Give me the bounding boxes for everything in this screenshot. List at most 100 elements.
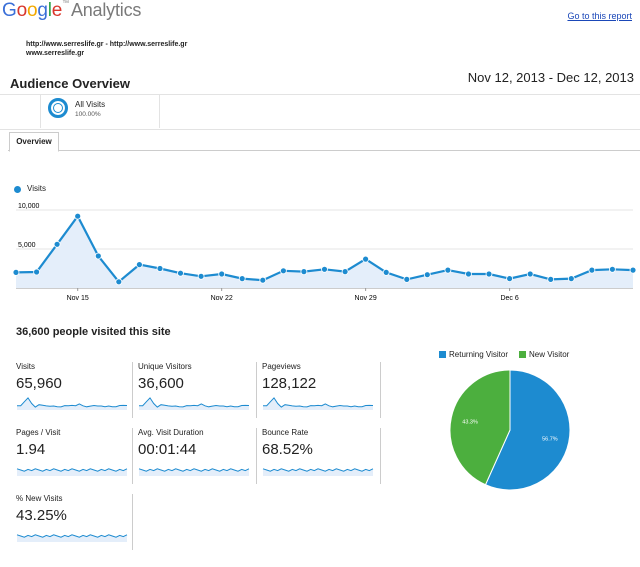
returning-legend-label: Returning Visitor [449, 350, 508, 359]
pie-slice-new[interactable] [449, 369, 511, 486]
visits-line-chart: 5,000 10,000 Nov 15 Nov 22 Nov 29 Dec 6 [12, 203, 637, 302]
metric-value: 68.52% [262, 441, 313, 458]
visits-point[interactable] [33, 268, 40, 276]
visits-point[interactable] [444, 266, 452, 274]
y-tick-label: 10,000 [18, 203, 40, 210]
visits-point[interactable] [547, 276, 555, 283]
segment-all-visits[interactable] [40, 94, 160, 128]
visits-point[interactable] [567, 275, 575, 282]
segment-percent: 100.00% [75, 111, 101, 118]
pie-slice-label: 56.7% [542, 437, 558, 443]
x-tick-label: Dec 6 [500, 295, 518, 302]
page-title: Audience Overview [10, 76, 130, 91]
visits-point[interactable] [403, 276, 411, 283]
returning-legend-swatch [439, 351, 446, 358]
visits-point[interactable] [609, 265, 616, 273]
pie-slice-label: 43.3% [462, 420, 478, 426]
visits-point[interactable] [629, 266, 637, 274]
x-tick-label: Nov 15 [67, 295, 89, 302]
metric-separator [132, 362, 133, 418]
visits-point[interactable] [300, 268, 308, 275]
visits-point[interactable] [465, 270, 472, 278]
site-url-line1: http://www.serreslife.gr - http://www.se… [26, 41, 188, 48]
date-range[interactable]: Nov 12, 2013 - Dec 12, 2013 [467, 70, 634, 85]
metric-pageviews: Pageviews 128,122 [262, 362, 376, 414]
logo-google-text: Google [2, 0, 63, 21]
pie-slice-returning[interactable] [484, 369, 571, 491]
metric-label: Unique Visitors [138, 362, 192, 371]
metric-value: 36,600 [138, 375, 184, 392]
visits-point[interactable] [423, 271, 431, 279]
visits-legend-label: Visits [27, 184, 46, 193]
visits-point[interactable] [506, 275, 514, 282]
visits-point[interactable] [53, 240, 61, 248]
visits-point[interactable] [526, 270, 534, 278]
visits-point[interactable] [74, 212, 82, 220]
segment-name: All Visits [75, 100, 106, 109]
visits-point[interactable] [218, 270, 226, 278]
segment-ring-icon [48, 98, 68, 118]
visits-point[interactable] [177, 269, 184, 277]
logo-analytics-text: Analytics [70, 0, 142, 20]
visits-point[interactable] [12, 269, 20, 276]
new-legend-label: New Visitor [529, 350, 570, 359]
metric-label: Visits [16, 362, 35, 371]
metric-label: Avg. Visit Duration [138, 428, 204, 437]
visits-point[interactable] [259, 276, 267, 284]
metric-label: Pages / Visit [16, 428, 61, 437]
metric-unique-visitors: Unique Visitors 36,600 [138, 362, 252, 414]
metric-value: 128,122 [262, 375, 317, 392]
metric-value: 00:01:44 [138, 441, 197, 458]
visitor-type-pie: 56.7% 43.3% [449, 369, 571, 491]
metric-pages-visit: Pages / Visit 1.94 [16, 428, 130, 480]
metric-separator [256, 428, 257, 484]
metric-separator [380, 362, 381, 418]
metric-avg-visit-duration: Avg. Visit Duration 00:01:44 [138, 428, 252, 480]
metric-sparkline [138, 397, 250, 410]
metric-sparkline [262, 468, 374, 476]
y-tick-label: 5,000 [18, 242, 36, 249]
visits-point[interactable] [197, 272, 205, 280]
visits-point[interactable] [156, 265, 164, 272]
visits-point[interactable] [362, 255, 370, 263]
visits-point[interactable] [94, 252, 102, 260]
visits-legend-dot [14, 186, 21, 193]
x-tick-label: Nov 29 [355, 295, 377, 302]
visits-point[interactable] [382, 269, 390, 276]
metric-value: 65,960 [16, 375, 62, 392]
visits-point[interactable] [588, 266, 596, 274]
visits-point[interactable] [279, 267, 287, 275]
summary-headline: 36,600 people visited this site [16, 326, 171, 338]
visits-point[interactable] [238, 275, 246, 282]
metric-sparkline [138, 468, 250, 476]
metric--new-visits: % New Visits 43.25% [16, 494, 130, 546]
segment-bar [0, 94, 640, 130]
metric-separator [256, 362, 257, 418]
metric-separator [380, 428, 381, 484]
tab-overview[interactable]: Overview [9, 132, 59, 152]
metric-label: Pageviews [262, 362, 301, 371]
metric-visits: Visits 65,960 [16, 362, 130, 414]
metric-value: 43.25% [16, 507, 67, 524]
logo-tm: ™ [62, 0, 69, 7]
visits-point[interactable] [115, 278, 123, 286]
metric-label: % New Visits [16, 494, 63, 503]
visits-point[interactable] [321, 265, 328, 273]
visits-point[interactable] [341, 268, 349, 275]
metric-bounce-rate: Bounce Rate 68.52% [262, 428, 376, 480]
metric-separator [132, 428, 133, 484]
visits-point[interactable] [135, 261, 143, 268]
metric-sparkline [16, 468, 128, 476]
tab-divider [8, 150, 640, 151]
go-to-report-link[interactable]: Go to this report [567, 11, 632, 21]
metric-sparkline [16, 397, 128, 410]
site-url-line2: www.serreslife.gr [26, 50, 85, 57]
site-urls: http://www.serreslife.gr - http://www.se… [26, 40, 187, 58]
visits-point[interactable] [485, 270, 493, 278]
x-tick-label: Nov 22 [211, 295, 233, 302]
metric-label: Bounce Rate [262, 428, 309, 437]
metric-sparkline [16, 534, 128, 542]
new-legend-swatch [519, 351, 526, 358]
google-analytics-logo: Google™ Analytics [2, 0, 141, 22]
metric-sparkline [262, 397, 374, 410]
